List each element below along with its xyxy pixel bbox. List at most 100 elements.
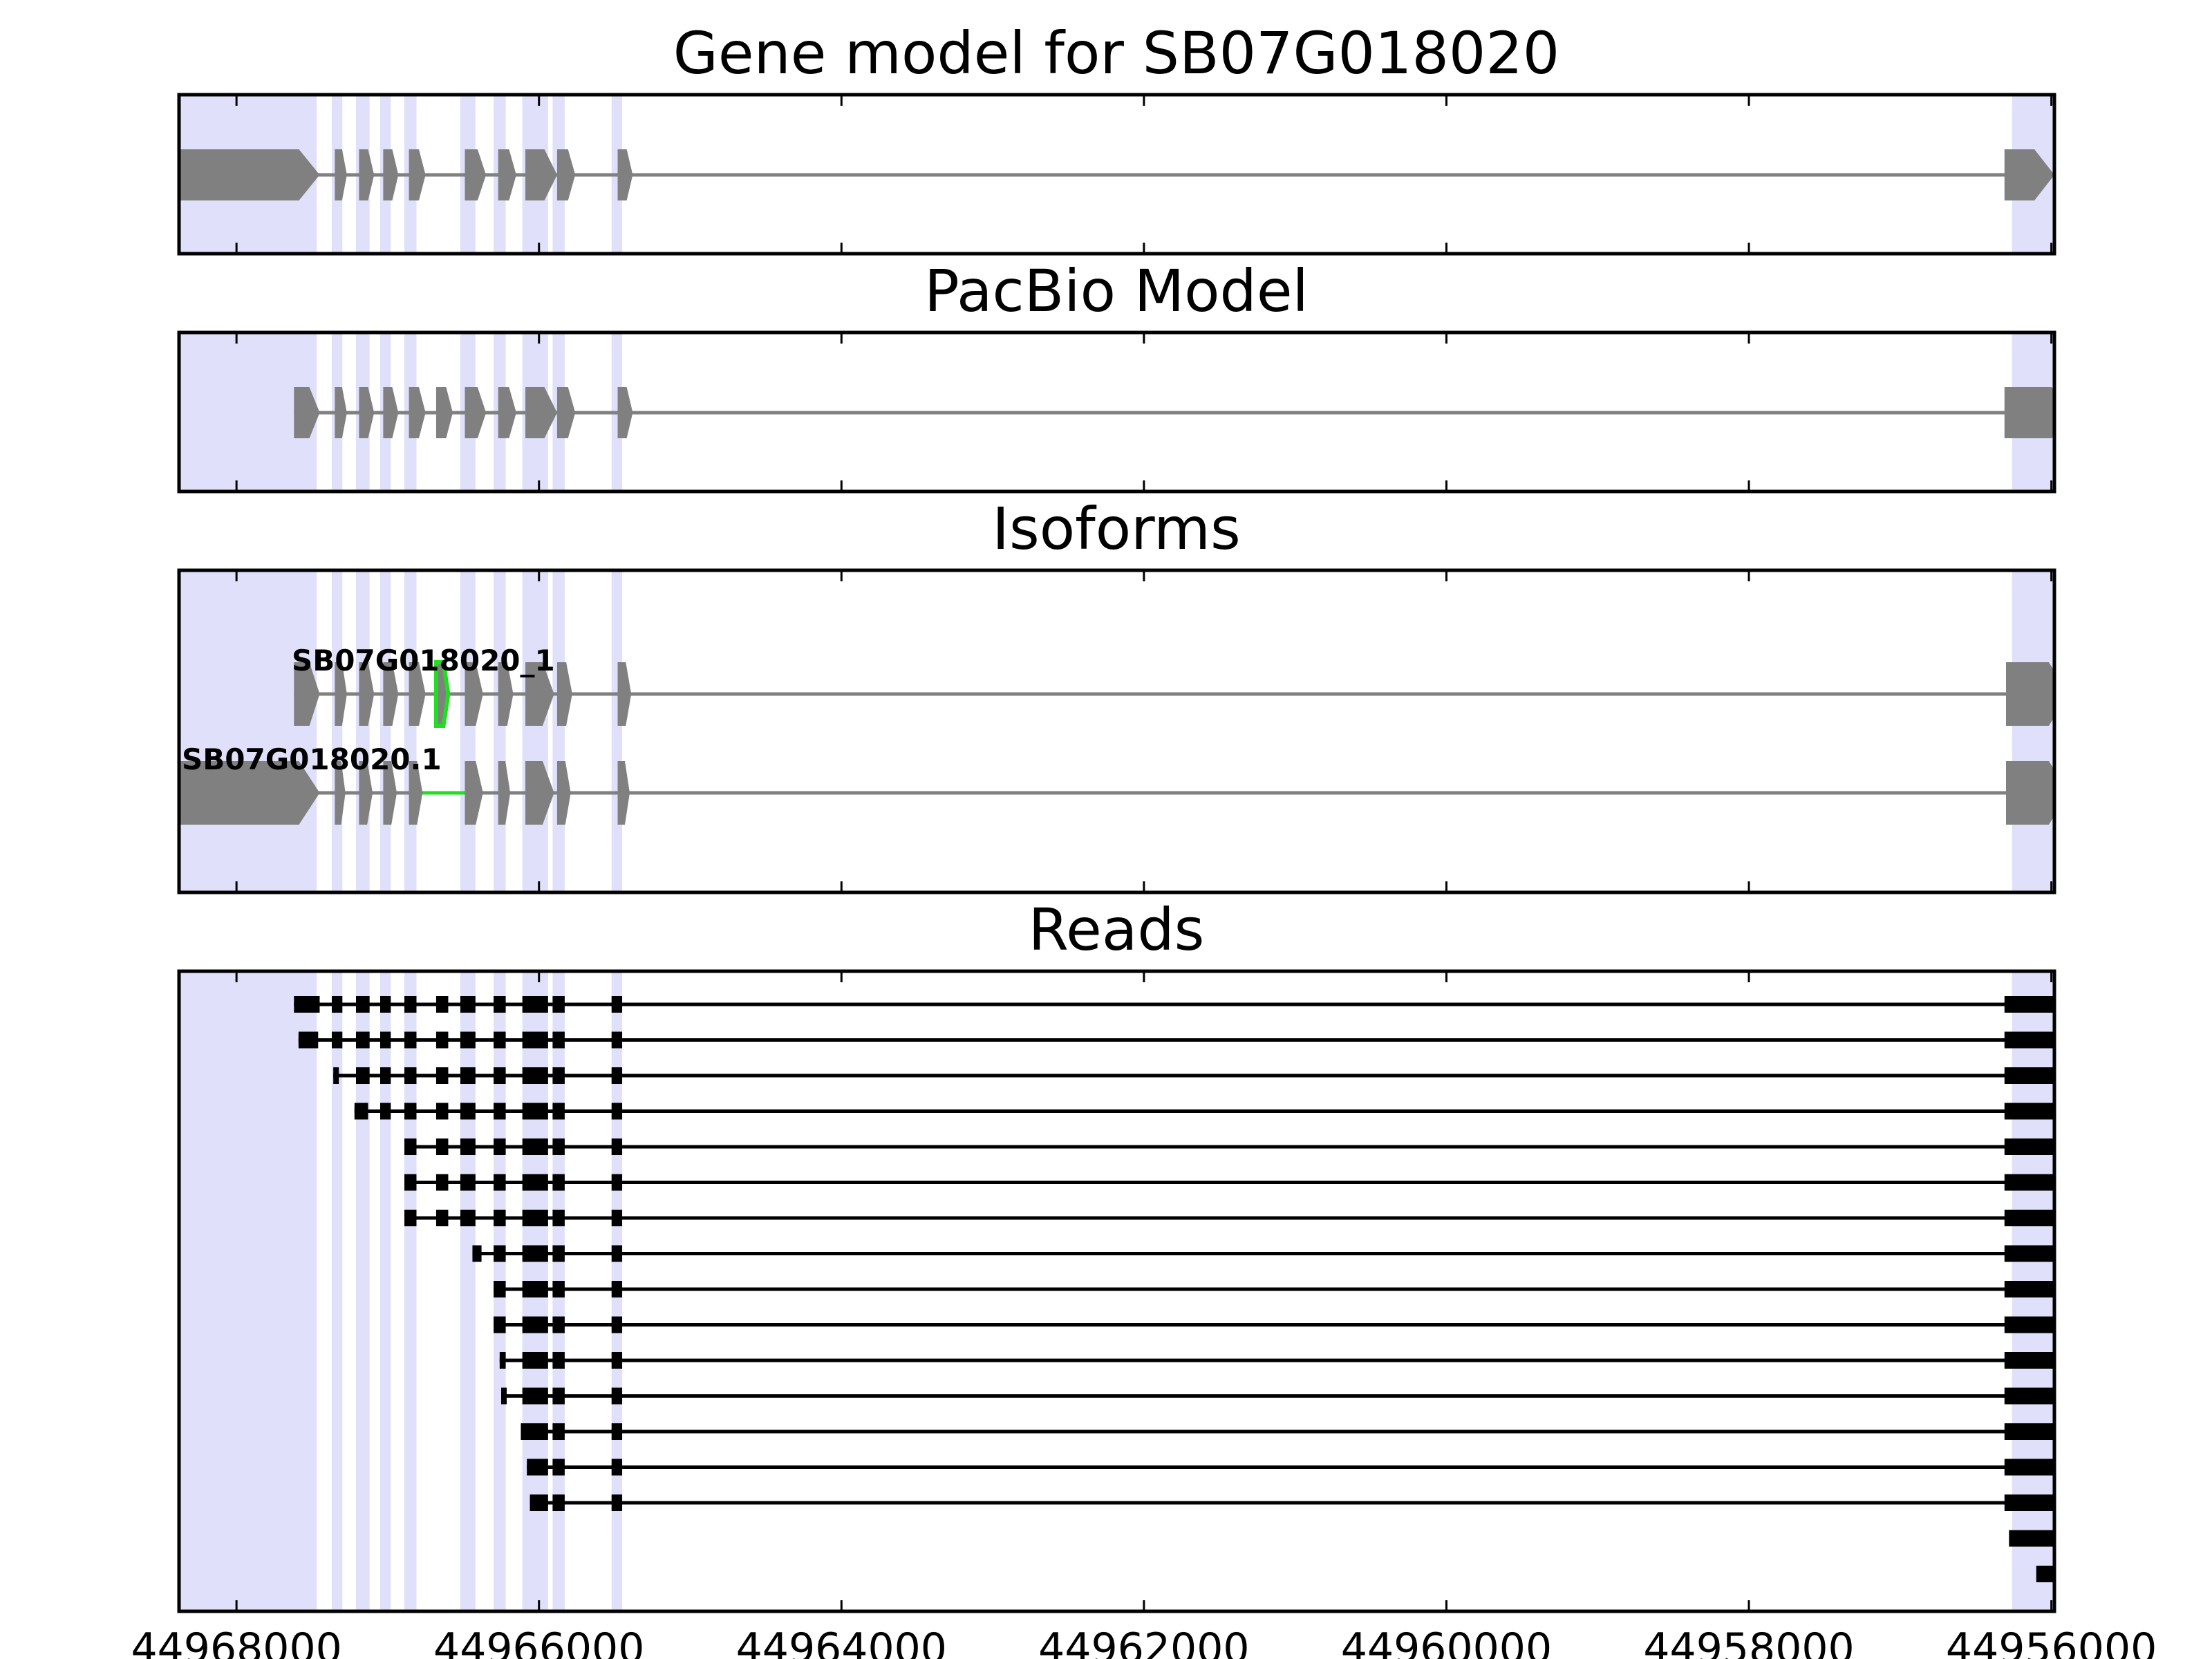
isoforms-exon-highlights [179, 570, 2054, 892]
exon-highlight-band [494, 570, 506, 892]
read-exon-block [2004, 1387, 2054, 1405]
x-tick-label: 44966000 [433, 1624, 644, 1659]
gene-model-frame [177, 93, 2056, 256]
exon-block [294, 387, 320, 438]
read-exon-block [435, 1031, 449, 1049]
read-exon-block [522, 1174, 548, 1191]
exon-block [359, 149, 375, 200]
exon-block [525, 761, 554, 825]
read-exon-block [522, 1067, 548, 1084]
read-exon-block [435, 1138, 449, 1155]
exon-block [335, 149, 347, 200]
read-exon-block [552, 1067, 565, 1084]
read-exon-block [522, 1352, 548, 1369]
novel-exon [433, 660, 451, 728]
read-exon-block [552, 1174, 565, 1191]
read-exon-block [522, 1103, 548, 1120]
reads-ticks [235, 971, 2053, 1611]
read-exon-block [2004, 1423, 2054, 1440]
read-row [527, 1459, 2054, 1476]
exon-block [556, 387, 576, 438]
exon-block [465, 387, 487, 438]
exon-highlight-band [379, 971, 391, 1611]
read-exon-block [552, 1352, 565, 1369]
exon-block [383, 149, 399, 200]
exon-block [465, 149, 487, 200]
exon-block [617, 149, 633, 200]
read-exon-block [404, 1067, 417, 1084]
exon-block [359, 662, 375, 726]
read-exon-block [494, 996, 506, 1013]
read-exon-block [404, 1138, 417, 1155]
exon-block [383, 662, 399, 726]
read-exon-block [522, 1138, 548, 1155]
read-exon-block [404, 996, 417, 1013]
read-exon-block [611, 996, 623, 1013]
exon-highlight-band [179, 971, 317, 1611]
read-exon-block [611, 1423, 623, 1440]
read-exon-block [2004, 1138, 2054, 1155]
exon-highlight-band [331, 570, 343, 892]
exon-block [409, 662, 426, 726]
read-exon-block [522, 1316, 548, 1333]
exon-highlight-band [460, 570, 476, 892]
read-exon-block [435, 996, 449, 1013]
pacbio-model-panel: PacBio Model [177, 257, 2056, 494]
read-exon-block [460, 1138, 476, 1155]
exon-block [179, 149, 320, 200]
isoforms-ticks [235, 570, 2053, 892]
exon-highlight-band [2012, 570, 2054, 892]
exon-block [359, 761, 373, 825]
read-exon-block [611, 1494, 623, 1511]
read-exon-block [611, 1031, 623, 1049]
read-row [2036, 1566, 2054, 1582]
read-exon-block [494, 1103, 506, 1120]
gene-model-panel: Gene model for SB07G018020 [177, 19, 2056, 256]
read-exon-block [552, 1281, 565, 1297]
read-exon-block [331, 996, 343, 1013]
x-tick-label: 44964000 [736, 1624, 947, 1659]
exon-highlight-band [404, 971, 417, 1611]
exon-block [2005, 662, 2054, 726]
exon-block [179, 761, 320, 825]
read-exon-block [460, 1067, 476, 1084]
read-row [499, 1352, 2054, 1369]
read-exon-block [460, 1103, 476, 1120]
read-exon-block [2004, 1174, 2054, 1191]
read-exon-block [379, 996, 391, 1013]
exon-highlight-band [552, 570, 565, 892]
exon-highlight-band [355, 570, 370, 892]
exon-block [498, 761, 511, 825]
x-tick-label: 44960000 [1341, 1624, 1552, 1659]
read-exon-block [404, 1103, 417, 1120]
isoform-label-2: SB07G018020.1 [182, 742, 442, 776]
read-exon-block [522, 1031, 548, 1049]
exon-block [2004, 149, 2054, 200]
exon-block [409, 761, 423, 825]
read-exon-block [2004, 1210, 2054, 1226]
read-exon-block [611, 1210, 623, 1226]
isoforms-tracks [179, 660, 2054, 825]
read-exon-block [298, 1031, 319, 1049]
exon-block [556, 662, 572, 726]
read-exon-block [611, 1281, 623, 1297]
read-exon-block [611, 1316, 623, 1333]
isoform-label-1: SB07G018020_1 [292, 644, 555, 677]
read-exon-block [355, 1067, 370, 1084]
read-exon-block [527, 1459, 548, 1476]
read-row [333, 1067, 2054, 1084]
read-exon-block [611, 1352, 623, 1369]
read-exon-block [2004, 1281, 2054, 1297]
exon-block [617, 387, 633, 438]
read-exon-block [611, 1245, 623, 1262]
read-row [294, 996, 2054, 1013]
read-row [404, 1210, 2054, 1226]
read-exon-block [2004, 1067, 2054, 1084]
exon-highlight-band [355, 971, 370, 1611]
read-exon-block [494, 1174, 506, 1191]
read-exon-block [499, 1352, 506, 1369]
x-tick-label: 44956000 [1946, 1624, 2157, 1659]
exon-block [383, 387, 399, 438]
read-row [521, 1423, 2054, 1440]
read-exon-block [522, 1387, 548, 1405]
